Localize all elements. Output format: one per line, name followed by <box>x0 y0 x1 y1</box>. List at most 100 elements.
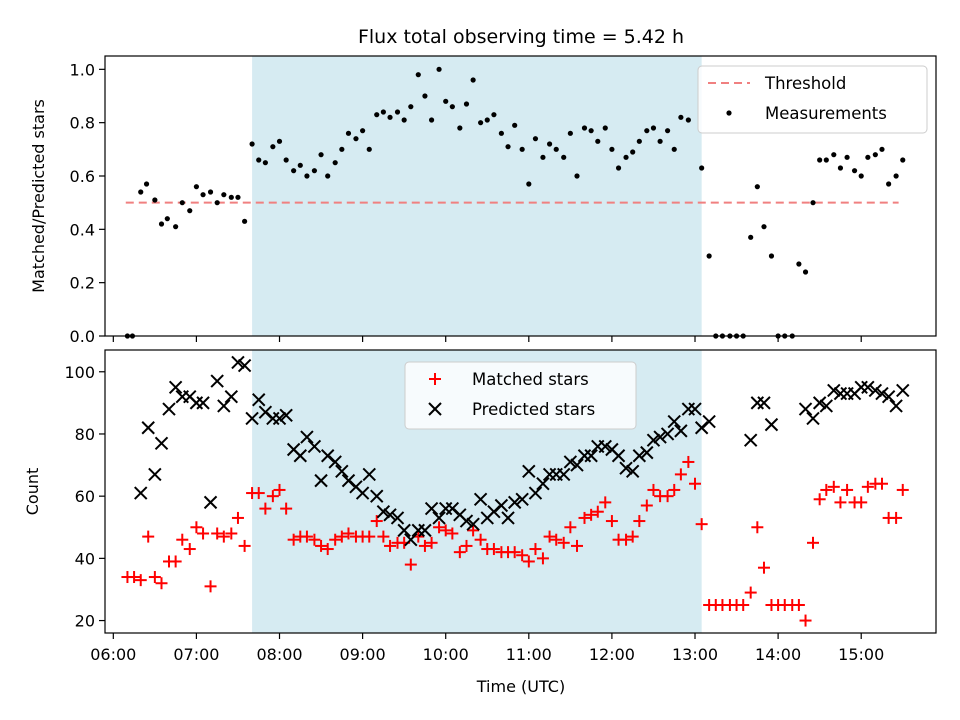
predicted-star-point <box>307 439 322 454</box>
predicted-star-point <box>584 449 598 463</box>
matched-star-point <box>605 515 618 528</box>
measurement-point <box>706 253 712 259</box>
measurement-point <box>228 194 234 200</box>
predicted-star-point <box>743 433 758 447</box>
matched-star-point <box>384 539 397 552</box>
measurement-point <box>304 173 310 179</box>
matched-star-point <box>183 543 196 556</box>
matched-star-point <box>737 599 750 612</box>
measurement-point <box>463 101 470 107</box>
matched-star-point <box>335 530 348 543</box>
predicted-star-point <box>383 508 397 522</box>
matched-star-point <box>585 508 598 521</box>
matched-star-point <box>674 468 687 481</box>
measurement-point <box>699 165 705 171</box>
measurement-point <box>491 112 497 118</box>
matched-star-point <box>855 496 868 509</box>
matched-star-point <box>363 530 376 543</box>
measurement-point <box>512 122 518 128</box>
measurement-point <box>505 144 511 150</box>
matched-star-point <box>875 477 888 490</box>
measurement-point <box>200 192 206 198</box>
matched-star-point <box>169 555 182 568</box>
matched-star-point <box>308 533 321 546</box>
top-y-tick-label: 1.0 <box>70 60 95 79</box>
measurement-point <box>657 138 663 144</box>
measurement-point <box>595 138 601 144</box>
predicted-star-point <box>279 408 293 423</box>
measurement-point <box>671 146 677 152</box>
matched-star-point <box>321 543 334 556</box>
bottom-x-tick-label: 07:00 <box>173 645 219 664</box>
predicted-star-point <box>210 374 224 388</box>
predicted-star-point <box>563 455 578 469</box>
legend-threshold-label: Threshold <box>764 74 846 93</box>
predicted-star-point <box>861 380 875 395</box>
measurement-point <box>588 128 594 134</box>
measurement-point <box>360 128 366 134</box>
matched-star-point <box>813 493 826 506</box>
measurement-point <box>345 130 352 136</box>
predicted-star-point <box>674 424 688 438</box>
predicted-star-point <box>798 402 813 416</box>
predicted-stars-points <box>134 355 910 547</box>
measurement-point <box>436 66 442 72</box>
bottom-x-tick-label: 14:00 <box>755 645 801 664</box>
bottom-y-tick-label: 40 <box>75 549 95 568</box>
matched-star-point <box>439 524 452 537</box>
measurement-point <box>817 157 823 163</box>
bottom-y-ticks: 20 40 60 80 100 <box>64 363 105 631</box>
measurement-point <box>664 128 671 134</box>
measurement-point <box>602 125 608 131</box>
measurement-point <box>823 157 829 163</box>
matched-star-point <box>529 543 542 556</box>
measurement-point <box>387 114 393 120</box>
measurement-points <box>124 66 906 339</box>
measurement-point <box>428 117 435 123</box>
matched-star-point <box>446 527 459 540</box>
measurement-point <box>478 120 484 126</box>
measurement-point <box>422 93 428 99</box>
predicted-star-point <box>148 467 162 482</box>
predicted-star-point <box>653 430 667 444</box>
measurement-point <box>879 146 885 152</box>
measurement-point <box>318 152 324 158</box>
predicted-star-point <box>702 414 716 429</box>
matched-star-point <box>176 533 189 546</box>
predicted-star-point <box>404 532 418 547</box>
measurement-point <box>532 136 539 142</box>
predicted-star-point <box>889 399 903 413</box>
matched-star-point <box>217 530 230 543</box>
measurement-point <box>630 149 636 155</box>
measurement-point <box>283 157 289 163</box>
measurement-point <box>837 165 844 171</box>
matched-star-point <box>890 511 903 524</box>
matched-star-point <box>522 555 535 568</box>
bottom-x-tick-label: 06:00 <box>90 645 136 664</box>
matched-star-point <box>792 599 805 612</box>
matched-star-point <box>578 511 591 524</box>
predicted-star-point <box>750 396 765 410</box>
matched-star-point <box>190 521 203 534</box>
predicted-star-point <box>355 486 370 500</box>
measurement-point <box>748 234 754 240</box>
matched-star-point <box>508 546 521 559</box>
measurement-point <box>164 216 170 222</box>
matched-star-point <box>543 530 556 543</box>
measurement-point <box>802 269 809 275</box>
measurement-point <box>609 146 615 152</box>
measurement-point <box>858 173 864 179</box>
matched-star-point <box>695 518 708 531</box>
top-x-ticks <box>112 336 862 342</box>
predicted-star-point <box>522 464 536 478</box>
matched-star-point <box>557 536 570 549</box>
matched-star-point <box>425 536 438 549</box>
matched-star-point <box>799 614 812 627</box>
predicted-star-point <box>646 433 661 447</box>
predicted-star-point <box>764 417 779 432</box>
measurement-point <box>526 181 532 187</box>
measurement-point <box>567 130 573 136</box>
bottom-axes-frame <box>104 349 937 634</box>
measurement-point <box>297 162 303 168</box>
